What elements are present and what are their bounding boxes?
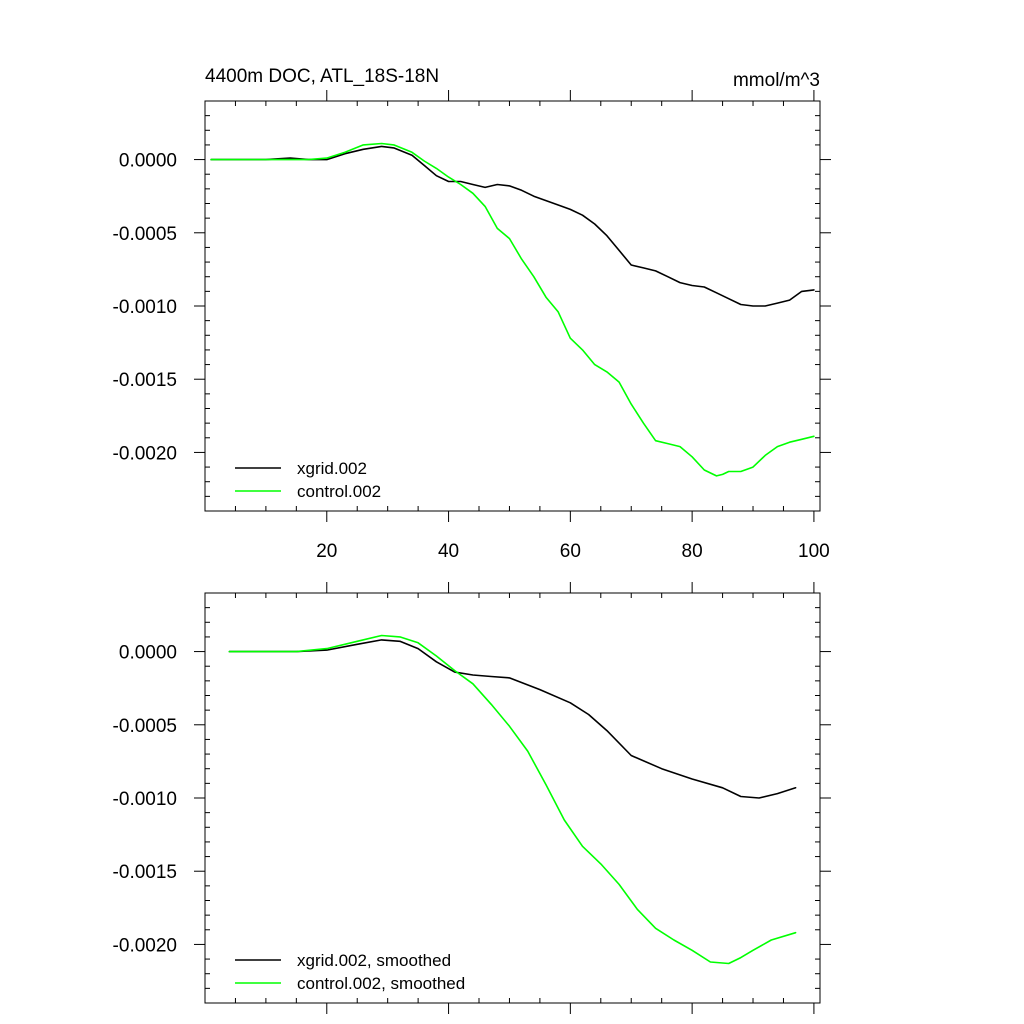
x-tick-label: 60: [560, 541, 581, 562]
x-tick-label: 100: [798, 541, 830, 562]
bottom-series-group: [228, 634, 797, 965]
units-label: mmol/m^3: [733, 70, 820, 91]
y-tick-label: 0.0000: [119, 151, 177, 172]
y-tick-label: 0.0000: [119, 643, 177, 664]
legend-label-xgrid-smoothed: xgrid.002, smoothed: [297, 951, 451, 970]
x-tick-label: 20: [316, 541, 337, 562]
y-tick-label: -0.0005: [113, 224, 177, 245]
y-tick-label: -0.0020: [113, 935, 177, 956]
y-tick-label: -0.0015: [113, 370, 177, 391]
series-line-control-002-smoothed: [228, 634, 797, 965]
top-series-group: [210, 142, 815, 477]
legend-label-xgrid: xgrid.002: [297, 459, 367, 478]
series-line-xgrid-002-smoothed: [228, 639, 797, 799]
top-panel: 4400m DOC, ATL_18S-18N mmol/m^3 20 40 60 80…: [113, 66, 831, 562]
chart-title: 4400m DOC, ATL_18S-18N: [205, 66, 439, 87]
bottom-legend: xgrid.002, smoothed control.002, smoothe…: [235, 951, 465, 993]
legend-label-control: control.002: [297, 482, 381, 501]
legend-label-control-smoothed: control.002, smoothed: [297, 974, 465, 993]
y-tick-label: -0.0005: [113, 716, 177, 737]
y-tick-label: -0.0010: [113, 789, 177, 810]
x-tick-label: 80: [682, 541, 703, 562]
top-x-axis: 20 40 60 80 100: [316, 90, 830, 562]
series-line-control-002: [210, 142, 815, 477]
top-minor-ticks: [205, 100, 820, 511]
bottom-minor-ticks: [205, 592, 820, 1003]
y-tick-label: -0.0020: [113, 443, 177, 464]
y-tick-label: -0.0015: [113, 862, 177, 883]
bottom-y-axis: 0.0000 -0.0005 -0.0010 -0.0015 -0.0020: [113, 643, 831, 956]
bottom-x-axis: [326, 582, 815, 1014]
series-line-xgrid-002: [210, 145, 815, 307]
y-tick-label: -0.0010: [113, 297, 177, 318]
top-y-axis: 0.0000 -0.0005 -0.0010 -0.0015 -0.0020: [113, 151, 831, 464]
x-tick-label: 40: [438, 541, 459, 562]
top-legend: xgrid.002 control.002: [235, 459, 381, 501]
bottom-panel: 0.0000 -0.0005 -0.0010 -0.0015 -0.0020 xgrid…: [113, 582, 831, 1014]
